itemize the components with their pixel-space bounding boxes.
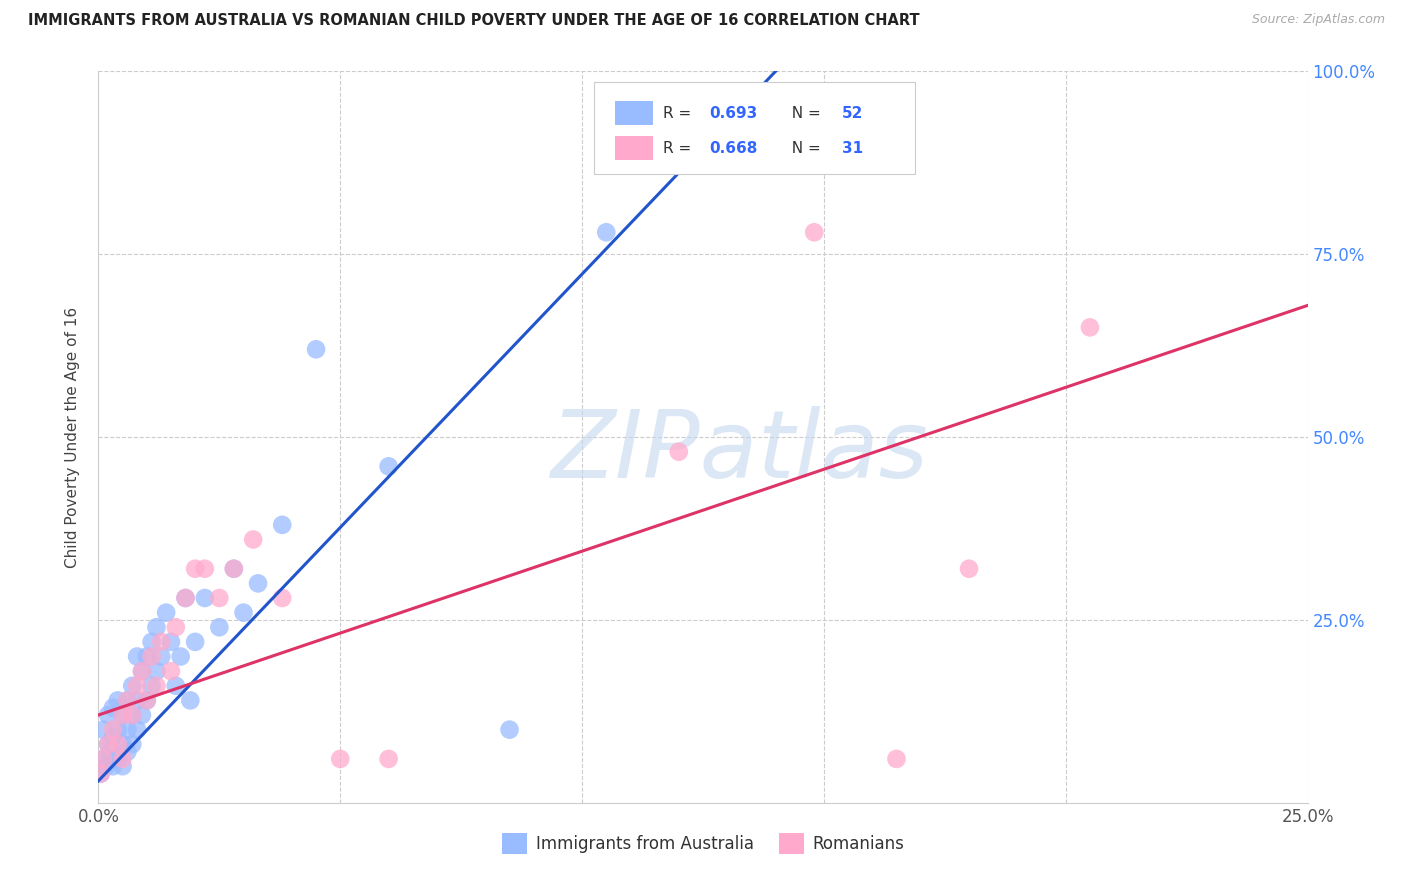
- Point: [91, 752, 114, 766]
- Point: [91, 723, 114, 737]
- Point: [208, 620, 231, 634]
- Point: [165, 679, 187, 693]
- Point: [194, 562, 217, 576]
- Point: [117, 693, 139, 707]
- Point: [194, 591, 217, 605]
- Point: [111, 708, 134, 723]
- Point: [127, 649, 149, 664]
- Text: R =: R =: [664, 141, 696, 156]
- Point: [135, 693, 157, 707]
- Text: IMMIGRANTS FROM AUSTRALIA VS ROMANIAN CHILD POVERTY UNDER THE AGE OF 16 CORRELAT: IMMIGRANTS FROM AUSTRALIA VS ROMANIAN CH…: [28, 13, 920, 29]
- Point: [160, 635, 183, 649]
- Point: [957, 562, 980, 576]
- Point: [886, 752, 908, 766]
- Point: [803, 225, 825, 239]
- Point: [208, 591, 231, 605]
- Point: [498, 723, 520, 737]
- Point: [716, 101, 738, 115]
- Point: [169, 649, 191, 664]
- Point: [91, 752, 114, 766]
- Point: [222, 562, 245, 576]
- Point: [141, 649, 163, 664]
- Point: [101, 759, 124, 773]
- Point: [121, 708, 143, 723]
- Point: [329, 752, 352, 766]
- Point: [90, 766, 112, 780]
- Point: [107, 723, 129, 737]
- Point: [97, 737, 120, 751]
- Point: [232, 606, 254, 620]
- Point: [101, 723, 124, 737]
- Point: [111, 752, 134, 766]
- Point: [131, 664, 153, 678]
- Point: [150, 649, 173, 664]
- Point: [127, 693, 149, 707]
- Point: [107, 752, 129, 766]
- Y-axis label: Child Poverty Under the Age of 16: Child Poverty Under the Age of 16: [65, 307, 80, 567]
- Point: [184, 635, 207, 649]
- Point: [97, 737, 120, 751]
- Point: [111, 708, 134, 723]
- Text: ZIPatlas: ZIPatlas: [550, 406, 928, 497]
- FancyBboxPatch shape: [595, 82, 915, 174]
- Point: [107, 737, 129, 751]
- Point: [107, 693, 129, 707]
- Point: [174, 591, 197, 605]
- Point: [100, 745, 122, 759]
- Point: [145, 620, 167, 634]
- Point: [242, 533, 264, 547]
- Point: [121, 679, 143, 693]
- Point: [1078, 320, 1101, 334]
- Text: 31: 31: [842, 141, 863, 156]
- Point: [97, 708, 120, 723]
- Point: [184, 562, 207, 576]
- Point: [111, 737, 134, 751]
- Point: [174, 591, 197, 605]
- Text: 0.668: 0.668: [709, 141, 758, 156]
- Point: [271, 517, 294, 532]
- Point: [117, 693, 139, 707]
- Point: [155, 606, 177, 620]
- Point: [101, 730, 124, 744]
- Point: [141, 679, 163, 693]
- Text: Source: ZipAtlas.com: Source: ZipAtlas.com: [1251, 13, 1385, 27]
- Point: [377, 459, 399, 474]
- Point: [145, 664, 167, 678]
- Text: R =: R =: [664, 105, 696, 120]
- Point: [90, 766, 112, 780]
- Point: [165, 620, 187, 634]
- Point: [271, 591, 294, 605]
- Point: [121, 737, 143, 751]
- Point: [131, 708, 153, 723]
- Legend: Immigrants from Australia, Romanians: Immigrants from Australia, Romanians: [495, 827, 911, 860]
- Point: [160, 664, 183, 678]
- Text: N =: N =: [782, 105, 825, 120]
- Point: [121, 708, 143, 723]
- Point: [377, 752, 399, 766]
- Point: [595, 225, 617, 239]
- Point: [117, 745, 139, 759]
- Point: [305, 343, 328, 357]
- FancyBboxPatch shape: [614, 102, 654, 125]
- Point: [145, 679, 167, 693]
- Point: [135, 693, 157, 707]
- Point: [179, 693, 201, 707]
- Point: [127, 679, 149, 693]
- Point: [668, 444, 690, 458]
- Text: 0.693: 0.693: [709, 105, 758, 120]
- Point: [117, 723, 139, 737]
- Text: N =: N =: [782, 141, 825, 156]
- Point: [150, 635, 173, 649]
- Text: 52: 52: [842, 105, 863, 120]
- FancyBboxPatch shape: [614, 136, 654, 160]
- Point: [94, 759, 117, 773]
- Point: [141, 635, 163, 649]
- Point: [127, 723, 149, 737]
- Point: [101, 700, 124, 714]
- Point: [135, 649, 157, 664]
- Point: [111, 759, 134, 773]
- Point: [222, 562, 245, 576]
- Point: [247, 576, 270, 591]
- Point: [131, 664, 153, 678]
